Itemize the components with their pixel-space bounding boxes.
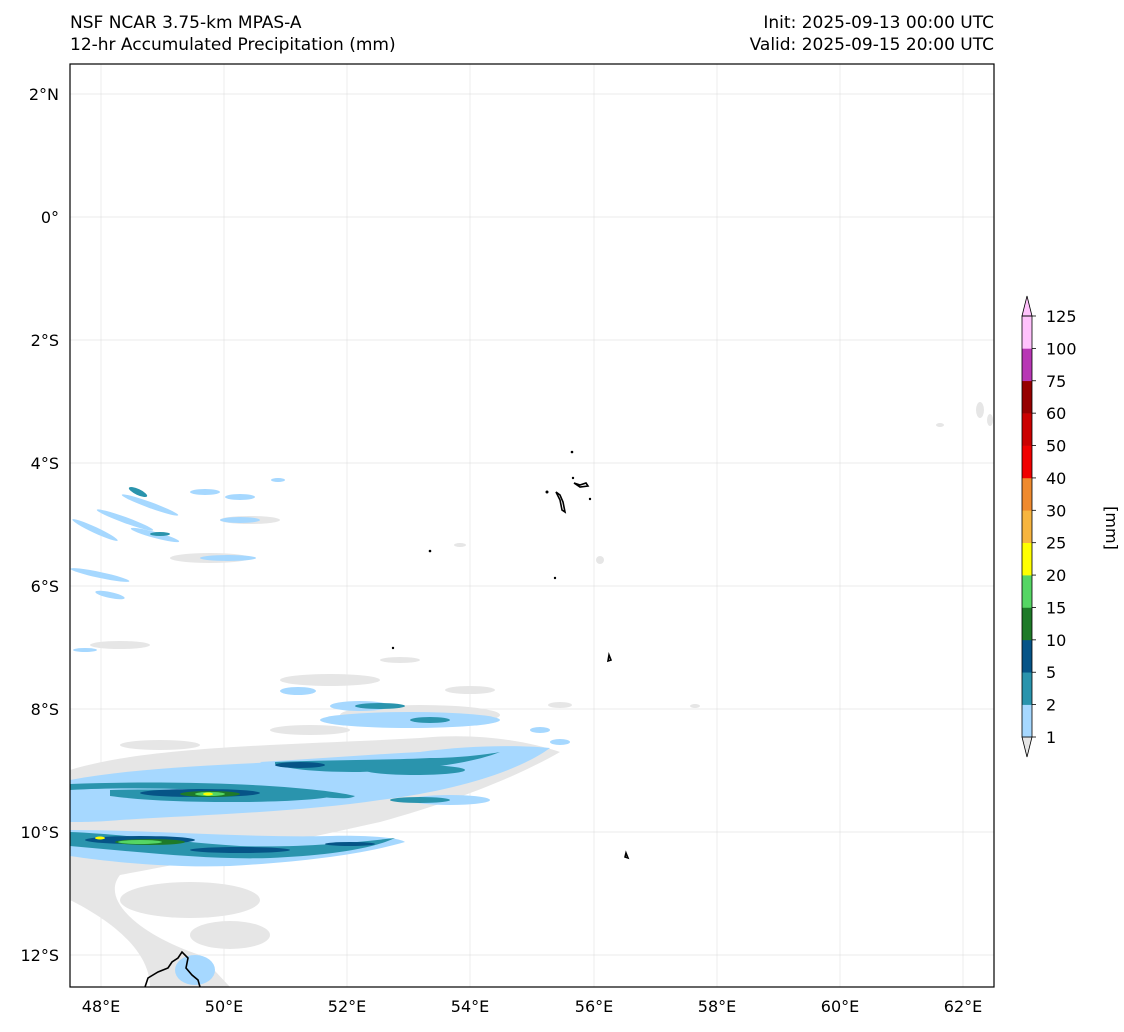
model-title: NSF NCAR 3.75-km MPAS-A: [70, 13, 302, 33]
colorbar-segment: [1022, 639, 1032, 673]
lon-label: 52°E: [328, 997, 366, 1016]
lat-label: 12°S: [20, 946, 59, 965]
colorbar-level-label: 75: [1046, 372, 1066, 391]
colorbar-segment: [1022, 510, 1032, 543]
lon-label: 50°E: [205, 997, 243, 1016]
longitude-labels: 48°E 50°E 52°E 54°E 56°E 58°E 60°E 62°E: [82, 997, 982, 1016]
init-time: Init: 2025-09-13 00:00 UTC: [763, 13, 994, 33]
lat-label: 10°S: [20, 823, 59, 842]
colorbar-level-label: 5: [1046, 663, 1056, 682]
lat-label: 2°S: [31, 331, 59, 350]
lat-label: 8°S: [31, 700, 59, 719]
lat-label: 6°S: [31, 577, 59, 596]
coastlines: [144, 482, 630, 987]
colorbar-segment: [1022, 477, 1032, 511]
precipitation-field: [70, 402, 993, 987]
colorbar-segment: [1022, 704, 1032, 738]
colorbar-level-label: 60: [1046, 404, 1066, 423]
colorbar-extension-high: [1021, 295, 1033, 317]
lon-label: 58°E: [698, 997, 736, 1016]
colorbar-segment: [1022, 672, 1032, 705]
colorbar-segment: [1022, 445, 1032, 479]
colorbar-segment: [1022, 348, 1032, 382]
colorbar-segment: [1022, 413, 1032, 446]
lon-label: 60°E: [821, 997, 859, 1016]
small-islands: [391, 450, 592, 650]
colorbar-extension-low: [1021, 736, 1033, 758]
colorbar-level-label: 20: [1046, 566, 1066, 585]
colorbar-level-label: 40: [1046, 469, 1066, 488]
colorbar-outline: [1021, 315, 1033, 738]
colorbar-level-label: 25: [1046, 534, 1066, 553]
colorbar-segment: [1022, 575, 1032, 608]
lat-label: 4°S: [31, 454, 59, 473]
colorbar-level-label: 30: [1046, 501, 1066, 520]
lon-label: 48°E: [82, 997, 120, 1016]
colorbar-segment: [1022, 316, 1032, 349]
lon-label: 54°E: [451, 997, 489, 1016]
colorbar-segment: [1022, 607, 1032, 641]
field-title: 12-hr Accumulated Precipitation (mm): [70, 35, 396, 55]
map-frame: [69, 63, 995, 988]
colorbar-segment: [1022, 380, 1032, 414]
colorbar-level-label: 10: [1046, 631, 1066, 650]
colorbar-level-label: 2: [1046, 696, 1056, 715]
valid-time: Valid: 2025-09-15 20:00 UTC: [749, 35, 994, 55]
precip-25mm-areas: [95, 792, 213, 840]
figure-title: NSF NCAR 3.75-km MPAS-A 12-hr Accumulate…: [70, 12, 396, 56]
colorbar-level-label: 1: [1046, 728, 1056, 747]
lon-label: 56°E: [575, 997, 613, 1016]
colorbar-level-label: 125: [1046, 307, 1077, 326]
lon-label: 62°E: [944, 997, 982, 1016]
lat-label: 0°: [41, 208, 59, 227]
latitude-labels: 2°N 0° 2°S 4°S 6°S 8°S 10°S 12°S: [20, 85, 59, 965]
colorbar-segment: [1022, 542, 1032, 576]
lat-label: 2°N: [29, 85, 59, 104]
colorbar-unit-label: [mm]: [1102, 506, 1121, 550]
colorbar-level-label: 50: [1046, 437, 1066, 456]
colorbar-level-label: 100: [1046, 339, 1077, 358]
time-info: Init: 2025-09-13 00:00 UTC Valid: 2025-0…: [750, 12, 994, 56]
colorbar-level-label: 15: [1046, 598, 1066, 617]
gridlines: [70, 64, 994, 987]
